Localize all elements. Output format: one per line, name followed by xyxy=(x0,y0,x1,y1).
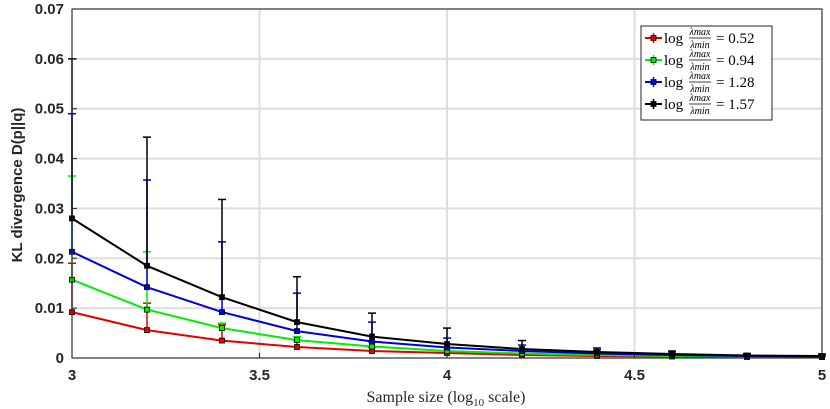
y-tick-label: 0.04 xyxy=(35,151,65,168)
data-point xyxy=(219,337,225,344)
x-tick-label: 4 xyxy=(443,367,452,384)
legend-numerator: λmax xyxy=(689,27,712,38)
data-point xyxy=(444,341,450,347)
data-point xyxy=(669,351,675,357)
y-tick-label: 0 xyxy=(56,350,64,367)
data-point xyxy=(294,337,300,343)
legend-marker xyxy=(650,35,657,41)
data-point xyxy=(294,328,300,334)
y-tick-label: 0.05 xyxy=(35,101,64,118)
legend-denominator: λmin xyxy=(689,40,709,51)
x-tick-label: 3.5 xyxy=(249,367,270,384)
x-axis-label-suffix: scale) xyxy=(484,389,525,406)
data-point xyxy=(369,333,375,340)
data-point xyxy=(144,284,150,291)
x-tick-label: 4.5 xyxy=(624,367,645,384)
legend-numerator: λmax xyxy=(689,49,712,60)
x-axis-label-main: Sample size (log xyxy=(367,389,474,406)
legend-marker xyxy=(650,57,657,63)
data-point xyxy=(294,319,300,326)
data-point xyxy=(144,262,150,269)
data-point xyxy=(219,325,225,331)
data-point xyxy=(219,309,225,316)
legend-value: = 1.28 xyxy=(716,75,754,91)
legend-entry-2: log λmax λmin = 0.94 xyxy=(645,49,755,73)
legend-denominator: λmin xyxy=(689,106,709,117)
legend-value: = 1.57 xyxy=(716,97,755,113)
y-tick-label: 0.03 xyxy=(35,200,64,217)
tick-labels: 3 3.5 4 4.5 5 0 0.01 0.02 0.03 0.04 0.05 0.06 0.07 xyxy=(35,1,826,384)
legend-log: log xyxy=(664,97,684,113)
legend-value: = 0.52 xyxy=(716,31,754,47)
legend-entry-1: log λmax λmin = 0.52 xyxy=(645,27,754,51)
legend-log: log xyxy=(664,31,684,47)
legend-entry-3: log λmax λmin = 1.28 xyxy=(645,71,754,95)
x-tick-label: 5 xyxy=(818,367,826,384)
legend-log: log xyxy=(664,75,684,91)
data-point xyxy=(744,352,750,359)
y-tick-label: 0.07 xyxy=(35,1,64,18)
x-tick-label: 3 xyxy=(68,367,76,384)
data-point xyxy=(594,349,600,355)
legend-log: log xyxy=(664,53,684,69)
y-axis-label: KL divergence D(p||q) xyxy=(9,108,26,263)
y-tick-label: 0.02 xyxy=(35,250,64,267)
data-point xyxy=(144,306,150,313)
legend-denominator: λmin xyxy=(689,84,709,95)
y-tick-label: 0.06 xyxy=(35,51,64,68)
legend-entry-4: log λmax λmin = 1.57 xyxy=(645,93,755,117)
data-point xyxy=(219,294,225,301)
legend-numerator: λmax xyxy=(689,71,712,82)
legend-marker xyxy=(650,79,657,85)
data-point xyxy=(369,338,375,345)
data-point xyxy=(294,344,300,350)
x-axis-label: Sample size (log10 scale) xyxy=(367,389,526,409)
legend-value: = 0.94 xyxy=(716,53,755,69)
data-point xyxy=(369,343,375,350)
legend-numerator: λmax xyxy=(689,93,712,104)
legend-denominator: λmin xyxy=(689,62,709,73)
y-tick-label: 0.01 xyxy=(35,300,64,317)
x-axis-label-sub: 10 xyxy=(473,397,485,409)
data-point xyxy=(519,346,525,352)
legend-marker xyxy=(650,101,657,107)
data-point xyxy=(144,327,150,333)
